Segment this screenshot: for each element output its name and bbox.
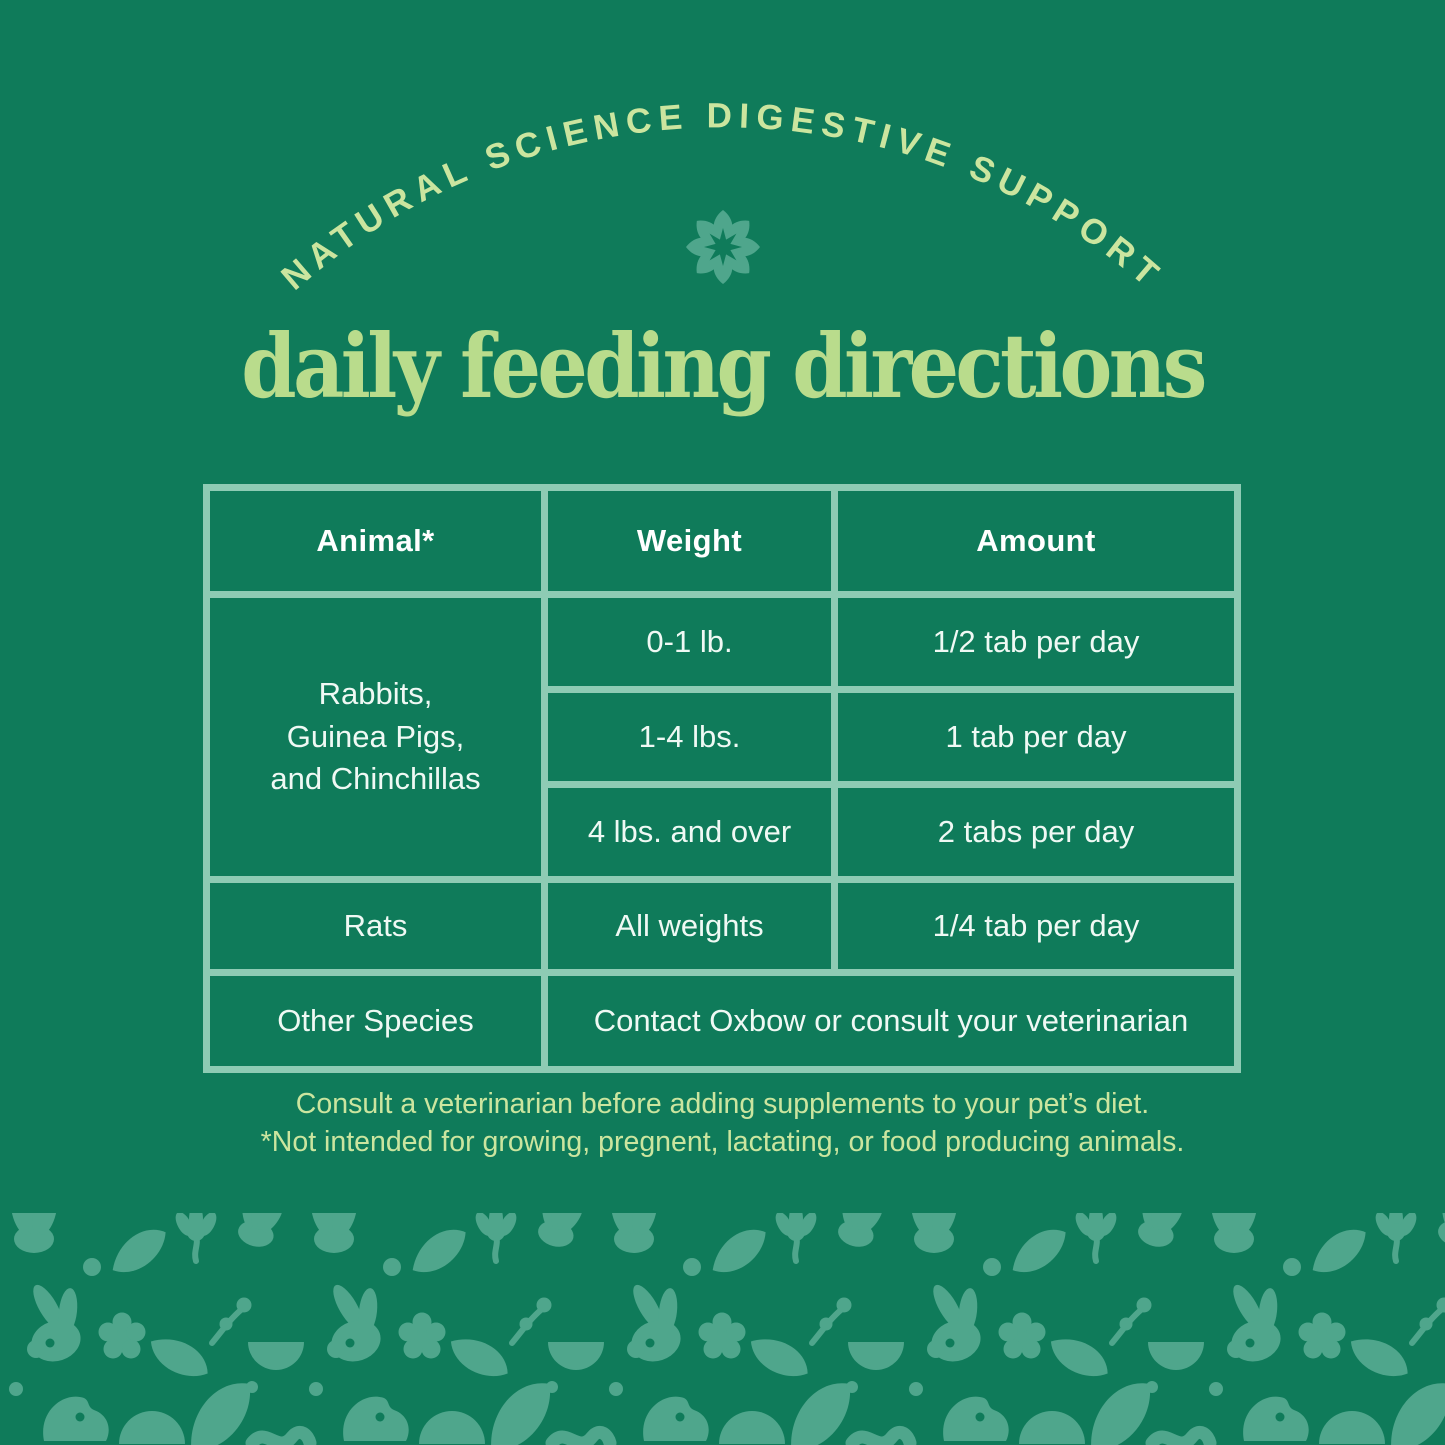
animal-cell-other-species: Other Species — [210, 976, 541, 1066]
footnote-line: Consult a veterinarian before adding sup… — [295, 1088, 1150, 1120]
amount-cell: 1 tab per day — [838, 693, 1234, 781]
footnote-block: Consult a veterinarian before adding sup… — [0, 1086, 1445, 1162]
other-species-note-cell: Contact Oxbow or consult your veterinari… — [548, 976, 1234, 1066]
animal-group-cell: Rabbits, Guinea Pigs, and Chinchillas — [210, 598, 541, 876]
pattern-tiles — [8, 1213, 1445, 1445]
amount-cell: 1/4 tab per day — [838, 883, 1234, 969]
star-cutout — [704, 228, 742, 266]
amount-cell: 2 tabs per day — [838, 788, 1234, 876]
column-header-amount: Amount — [838, 491, 1234, 591]
amount-cell: 1/2 tab per day — [838, 598, 1234, 686]
column-header-animal: Animal* — [210, 491, 541, 591]
animal-group-line: Guinea Pigs, — [286, 718, 465, 754]
footnote-line: *Not intended for growing, pregnent, lac… — [260, 1125, 1185, 1158]
column-header-weight: Weight — [548, 491, 831, 591]
feeding-directions-table: Animal* Weight Amount Rabbits, Guinea Pi… — [203, 484, 1241, 1073]
animal-group-line: and Chinchillas — [270, 761, 481, 797]
weight-cell: 4 lbs. and over — [548, 788, 831, 876]
page-title: daily feeding directions — [241, 314, 1207, 418]
flower-icon — [686, 210, 760, 284]
pattern-band — [0, 1213, 1445, 1445]
weight-cell: 1-4 lbs. — [548, 693, 831, 781]
weight-cell: 0-1 lb. — [548, 598, 831, 686]
weight-cell: All weights — [548, 883, 831, 969]
animal-cell-rats: Rats — [210, 883, 541, 969]
animal-group-line: Rabbits, — [318, 675, 433, 711]
header-arc-graphic: NATURAL SCIENCE DIGESTIVE SUPPORT — [274, 96, 1164, 297]
